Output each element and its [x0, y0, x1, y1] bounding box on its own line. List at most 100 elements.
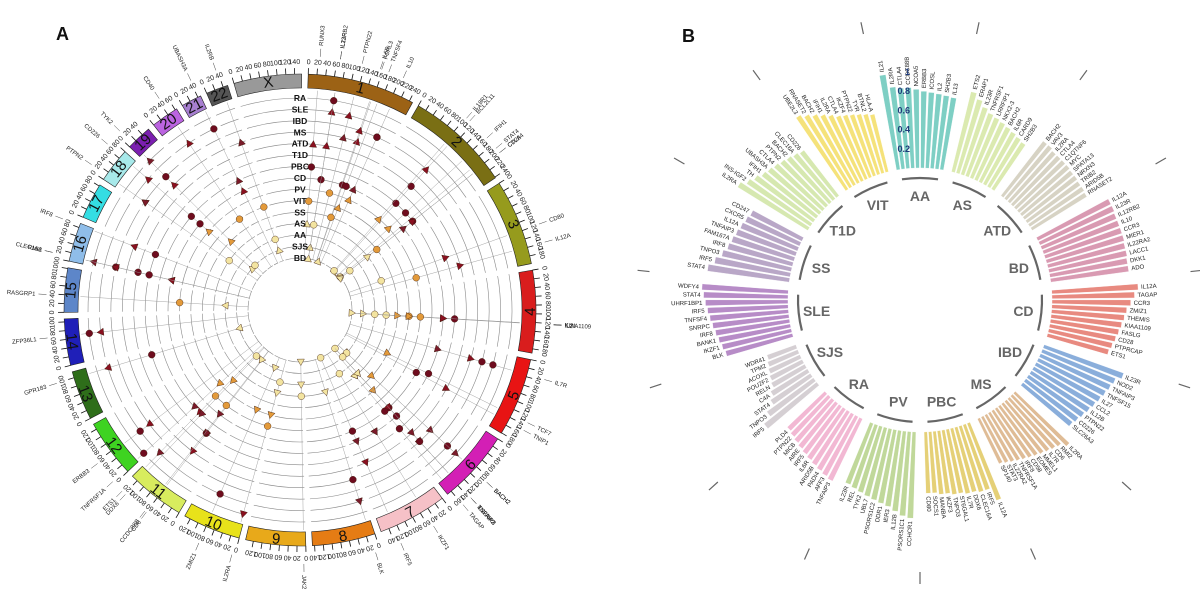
- track-ring: [266, 189, 301, 195]
- track-ring: [238, 370, 256, 385]
- tick-mark: [522, 228, 529, 231]
- tick-mark: [77, 402, 84, 406]
- gene-bar: [1051, 291, 1135, 299]
- tick-mark: [478, 151, 484, 157]
- gene-label: IL23R: [340, 32, 349, 49]
- gene-connector: [84, 159, 92, 165]
- track-ring: [274, 355, 287, 361]
- gene-bar: [949, 427, 971, 495]
- tick-label: 80: [527, 393, 536, 403]
- track-ring: [244, 340, 254, 354]
- gene-bar: [962, 423, 991, 491]
- track-ring: [430, 226, 453, 280]
- association-marker: [466, 354, 475, 362]
- tick-label: 60: [50, 337, 58, 346]
- track-ring: [201, 484, 249, 505]
- gene-spoke: [80, 296, 249, 308]
- tick-label: 40: [492, 455, 502, 466]
- disease-label: SLE: [803, 303, 830, 319]
- track-ring: [412, 337, 430, 380]
- gene-bar: [907, 431, 917, 519]
- association-marker: [305, 197, 313, 205]
- gene-bar: [951, 91, 978, 173]
- track-ring: [267, 265, 273, 270]
- track-label: RA: [294, 93, 306, 103]
- association-marker: [335, 370, 343, 378]
- tick-label: 120: [245, 548, 258, 557]
- gene-connector: [486, 132, 493, 139]
- axis-tick-label: 0.8: [897, 86, 910, 96]
- tick-mark: [412, 517, 416, 523]
- tick-mark: [472, 145, 478, 150]
- gene-bar-label: IL27: [1100, 399, 1114, 410]
- track-ring: [349, 424, 387, 445]
- chromosome-label: 22: [209, 84, 231, 106]
- group-arc: [996, 205, 1023, 234]
- sector-tick: [1178, 383, 1191, 389]
- tick-label: 20: [436, 508, 446, 518]
- tick-mark: [80, 410, 87, 414]
- track-ring: [396, 394, 431, 432]
- track-ring: [389, 388, 421, 423]
- association-marker: [310, 221, 318, 229]
- association-marker: [370, 427, 378, 436]
- tick-label: 0: [503, 442, 511, 449]
- tick-label: 100: [254, 550, 267, 559]
- gene-bar-label: NCOA5: [914, 65, 920, 86]
- gene-bar-label: IL12A: [1141, 284, 1157, 291]
- gene-bar-label: HLA-A: [863, 94, 873, 113]
- track-ring: [403, 400, 440, 441]
- tick-mark: [509, 417, 516, 421]
- tick-mark: [108, 161, 114, 166]
- gene-spoke: [94, 230, 252, 292]
- gene-bar-label: STAT4: [687, 263, 706, 272]
- track-ring: [354, 215, 391, 250]
- association-marker: [371, 310, 379, 318]
- tick-label: 140: [542, 326, 550, 338]
- tick-label: 20: [108, 467, 118, 478]
- gene-bar: [767, 167, 822, 216]
- sector-tick: [1155, 157, 1167, 165]
- gene-bar: [769, 359, 805, 381]
- gene-bar-label: ERBB3: [922, 68, 928, 88]
- tick-label: 120: [178, 523, 192, 535]
- gene-bar: [980, 415, 1009, 464]
- gene-connector: [49, 383, 57, 386]
- track-ring: [199, 228, 211, 244]
- tick-label: 0: [233, 545, 239, 553]
- association-marker: [187, 212, 195, 220]
- tick-label: 80: [138, 496, 149, 506]
- track-ring: [161, 198, 177, 219]
- gene-bar-label: TYR: [850, 100, 860, 114]
- gene-spoke: [338, 160, 463, 275]
- association-marker: [407, 218, 416, 227]
- gene-bar: [721, 249, 793, 272]
- tick-mark: [237, 537, 240, 544]
- gene-spoke: [346, 332, 498, 408]
- tick-label: 80: [341, 63, 350, 71]
- track-ring: [321, 360, 339, 370]
- tick-label: 0: [173, 91, 180, 99]
- track-ring: [196, 167, 214, 180]
- track-ring: [373, 328, 385, 356]
- gene-bar-label: TNPO3: [951, 497, 961, 518]
- track-label: PV: [294, 184, 306, 194]
- track-label: PBC: [291, 162, 309, 172]
- chromosome-band: [68, 222, 94, 265]
- tick-mark: [503, 187, 510, 192]
- track-ring: [208, 236, 220, 250]
- track-ring: [236, 312, 239, 325]
- track-ring: [170, 261, 178, 283]
- association-marker: [395, 425, 404, 433]
- gene-bar: [721, 328, 793, 350]
- track-label: ATD: [292, 139, 309, 149]
- track-ring: [258, 482, 305, 488]
- gene-bar: [936, 430, 951, 494]
- gene-bar: [802, 403, 843, 455]
- association-marker: [407, 182, 415, 190]
- track-ring: [115, 203, 131, 232]
- gene-connector: [470, 497, 477, 504]
- gene-bar-label: IL23R: [839, 485, 851, 503]
- tick-mark: [103, 168, 109, 173]
- association-marker: [216, 378, 225, 387]
